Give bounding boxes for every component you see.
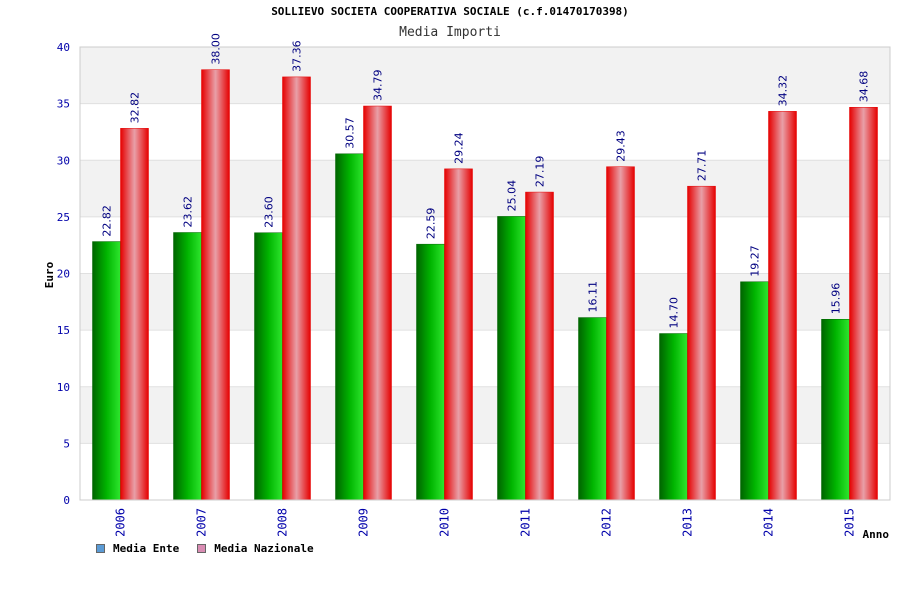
bar-media-nazionale bbox=[444, 168, 473, 501]
plot-frame bbox=[79, 46, 891, 501]
bar-value-label: 25.04 bbox=[506, 180, 519, 212]
chart-subtitle: Media Importi bbox=[399, 25, 501, 40]
bar-media-ente bbox=[740, 281, 769, 501]
bar-value-label: 29.43 bbox=[615, 130, 628, 162]
x-tick-label: 2006 bbox=[114, 508, 128, 537]
bar-media-ente bbox=[92, 241, 121, 501]
bar-value-label: 34.32 bbox=[777, 75, 790, 107]
x-tick-label: 2015 bbox=[843, 508, 857, 537]
bar-value-label: 34.68 bbox=[858, 71, 871, 103]
y-tick-label: 15 bbox=[57, 324, 70, 337]
bar-value-labels: 22.82 32.82 23.62 38.00 23.60 37.36 30.57 34.79… bbox=[101, 33, 871, 328]
y-tick-label: 40 bbox=[57, 41, 70, 54]
bar-value-label: 34.79 bbox=[372, 70, 385, 102]
bar-value-label: 22.82 bbox=[101, 205, 114, 237]
x-axis-label: Anno bbox=[863, 528, 890, 541]
legend-swatch-media-ente bbox=[96, 544, 105, 553]
y-tick-label: 25 bbox=[57, 211, 70, 224]
bar-value-label: 38.00 bbox=[210, 33, 223, 65]
x-tick-label: 2011 bbox=[519, 508, 533, 537]
legend-label-media-nazionale: Media Nazionale bbox=[214, 542, 314, 555]
x-tick-label: 2013 bbox=[681, 508, 695, 537]
bar-media-nazionale bbox=[606, 166, 635, 501]
x-tick-label: 2008 bbox=[276, 508, 290, 537]
bar-media-nazionale bbox=[687, 185, 716, 501]
bar-value-label: 22.59 bbox=[425, 208, 438, 240]
chart-title: SOLLIEVO SOCIETA COOPERATIVA SOCIALE (c.… bbox=[271, 5, 629, 18]
bar-value-label: 27.71 bbox=[696, 150, 709, 182]
bar-media-ente bbox=[335, 153, 364, 501]
bar-value-label: 30.57 bbox=[344, 117, 357, 149]
bar-media-ente bbox=[578, 317, 607, 501]
x-tick-label: 2012 bbox=[600, 508, 614, 537]
legend-swatch-media-nazionale bbox=[197, 544, 207, 553]
bar-value-label: 32.82 bbox=[129, 92, 142, 124]
bar-value-label: 23.62 bbox=[182, 196, 195, 228]
x-tick-label: 2010 bbox=[438, 508, 452, 537]
y-axis-ticks: 0 5 10 15 20 25 30 35 40 bbox=[57, 41, 70, 507]
bar-value-label: 37.36 bbox=[291, 40, 304, 72]
bar-media-ente bbox=[173, 232, 202, 501]
bar-media-nazionale bbox=[282, 76, 311, 501]
bar-media-ente bbox=[659, 333, 688, 501]
bar-media-nazionale bbox=[201, 69, 230, 501]
legend: Media Ente Media Nazionale bbox=[96, 542, 332, 555]
bar-media-ente bbox=[821, 319, 850, 501]
x-tick-label: 2009 bbox=[357, 508, 371, 537]
bar-media-ente bbox=[416, 243, 445, 501]
bar-media-nazionale bbox=[525, 191, 554, 501]
bar-value-label: 14.70 bbox=[668, 297, 681, 329]
y-tick-label: 0 bbox=[63, 494, 70, 507]
y-tick-label: 10 bbox=[57, 381, 70, 394]
x-tick-label: 2014 bbox=[762, 508, 776, 537]
bar-value-label: 16.11 bbox=[587, 281, 600, 313]
bar-media-nazionale bbox=[120, 128, 149, 501]
bars bbox=[92, 69, 878, 501]
y-axis-label: Euro bbox=[43, 261, 56, 288]
legend-item-media-ente: Media Ente bbox=[96, 542, 179, 555]
bar-media-nazionale bbox=[849, 106, 878, 501]
legend-label-media-ente: Media Ente bbox=[113, 542, 180, 555]
y-tick-label: 5 bbox=[63, 437, 70, 450]
y-tick-label: 30 bbox=[57, 154, 70, 167]
bar-value-label: 27.19 bbox=[534, 156, 547, 188]
y-tick-label: 20 bbox=[57, 268, 70, 281]
bar-value-label: 19.27 bbox=[749, 245, 762, 277]
bar-value-label: 29.24 bbox=[453, 132, 466, 164]
x-axis-ticks: 2006 2007 2008 2009 2010 2011 2012 2013 2014 2015 bbox=[114, 508, 857, 537]
legend-item-media-nazionale: Media Nazionale bbox=[197, 542, 314, 555]
bar-media-nazionale bbox=[363, 105, 392, 501]
bar-media-ente bbox=[254, 232, 283, 501]
bar-media-ente bbox=[497, 216, 526, 501]
bar-value-label: 23.60 bbox=[263, 196, 276, 228]
y-tick-label: 35 bbox=[57, 98, 70, 111]
bar-value-label: 15.96 bbox=[830, 283, 843, 315]
x-tick-label: 2007 bbox=[195, 508, 209, 537]
bar-media-nazionale bbox=[768, 111, 797, 501]
